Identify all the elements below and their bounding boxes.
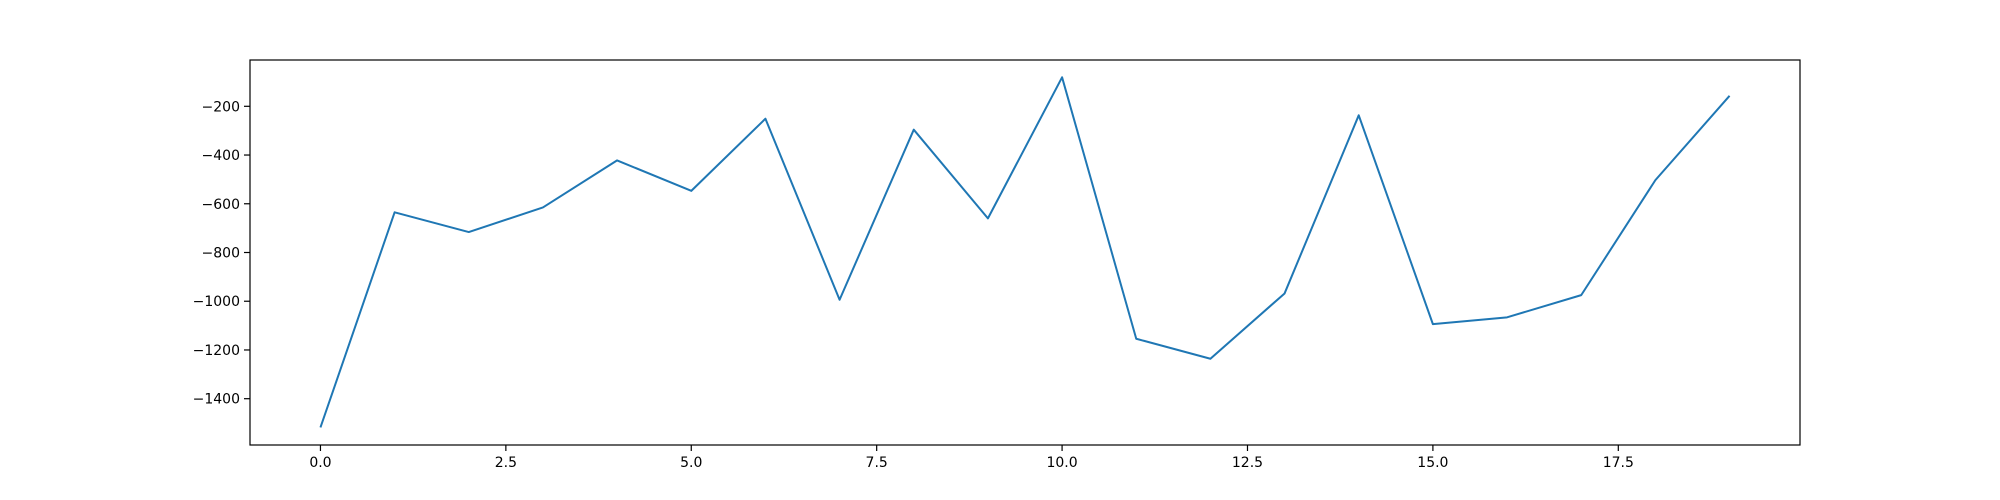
y-tick-label: −600 xyxy=(202,197,240,213)
x-tick-label: 7.5 xyxy=(866,455,888,471)
series-line xyxy=(319,76,1731,428)
x-axis-ticks: 0.0 2.5 5.0 7.5 10.0 12.5 15.0 17.5 xyxy=(309,445,1634,471)
y-tick-label: −200 xyxy=(202,99,240,115)
x-tick-label: 2.5 xyxy=(495,455,517,471)
x-tick-label: 17.5 xyxy=(1603,455,1634,471)
y-axis-ticks: −1400 −1200 −1000 −800 −600 −400 −200 xyxy=(193,99,250,408)
x-tick-label: 15.0 xyxy=(1417,455,1448,471)
x-tick-label: 10.0 xyxy=(1046,455,1077,471)
x-tick-label: 5.0 xyxy=(680,455,702,471)
y-tick-label: −1000 xyxy=(193,294,240,310)
x-tick-label: 0.0 xyxy=(309,455,331,471)
x-tick-label: 12.5 xyxy=(1232,455,1263,471)
y-tick-label: −1200 xyxy=(193,343,240,359)
plot-area-frame xyxy=(249,59,1801,446)
y-tick-label: −400 xyxy=(202,148,240,164)
y-tick-label: −1400 xyxy=(193,392,240,408)
y-tick-label: −800 xyxy=(202,246,240,262)
